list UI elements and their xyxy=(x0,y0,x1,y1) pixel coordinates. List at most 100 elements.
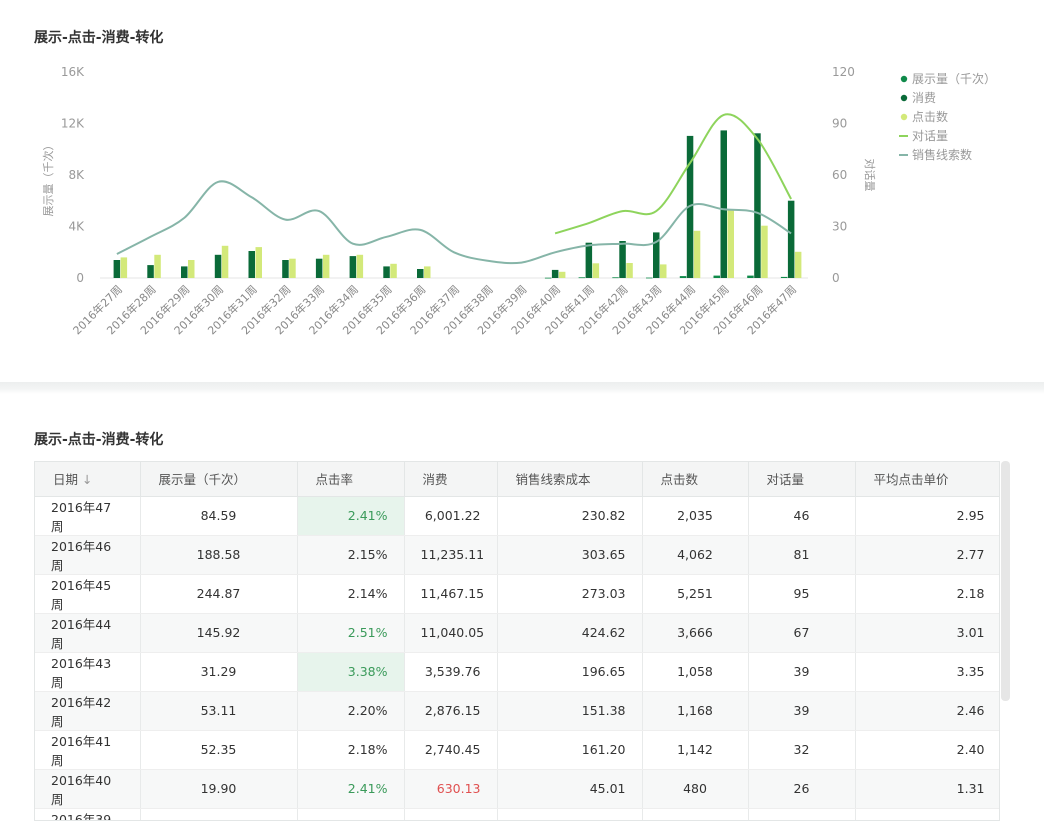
bar-clicks-19 xyxy=(761,225,768,278)
legend-label: 点击数 xyxy=(912,109,948,124)
table-cell: 2016年40周 xyxy=(35,769,141,809)
bar-spend-8 xyxy=(383,266,390,278)
table-cell: 145.92 xyxy=(140,613,298,653)
bar-clicks-17 xyxy=(693,230,701,278)
y-right-tick-label: 60 xyxy=(832,168,847,182)
table-cell: 6,001.22 xyxy=(404,496,498,536)
table-cell: -- xyxy=(404,808,498,820)
table-cell: 32 xyxy=(748,730,856,770)
y-tick-label: 16K xyxy=(61,65,85,79)
table-header-row: 日期 ↓ 展示量（千次） 点击率 消费 销售线索成本 点击数 对话量 平均点击单价 xyxy=(35,462,999,497)
table-row[interactable]: 2016年43周 31.29 3.38% 3,539.76 196.65 1,058 39 3… xyxy=(35,652,999,692)
table-cell: 11,467.15 xyxy=(404,574,498,614)
table-cell: 2.40 xyxy=(855,730,999,770)
bar-impressions-19 xyxy=(747,275,754,278)
bar-spend-3 xyxy=(214,254,222,278)
table-cell: 46 xyxy=(748,496,856,536)
table-cell: 95 xyxy=(748,574,856,614)
table-cell: 52.35 xyxy=(140,730,298,770)
column-header-ctr[interactable]: 点击率 xyxy=(297,462,405,497)
table-cell: -- xyxy=(297,808,405,820)
bar-clicks-13 xyxy=(558,271,566,278)
table-cell: 39 xyxy=(748,691,856,731)
bar-spend-13 xyxy=(551,269,559,278)
bar-impressions-13 xyxy=(544,277,552,279)
bar-spend-2 xyxy=(181,266,188,278)
bar-clicks-5 xyxy=(289,258,296,278)
table-cell: 2016年47周 xyxy=(35,496,141,536)
table-cell: 1,168 xyxy=(642,691,749,731)
table-cell: 3.35 xyxy=(855,652,999,692)
table-row[interactable]: 2016年39周-------------- xyxy=(35,808,999,820)
table-cell: 2.41% xyxy=(297,769,405,809)
column-header-impressions[interactable]: 展示量（千次） xyxy=(140,462,298,497)
y-right-tick-label: 90 xyxy=(832,117,847,131)
table-cell: 2,035 xyxy=(642,496,749,536)
table-row[interactable]: 2016年47周 84.59 2.41% 6,001.22 230.82 2,035 46 2… xyxy=(35,496,999,536)
legend-label: 展示量（千次） xyxy=(912,72,996,86)
table-cell: 2.14% xyxy=(297,574,405,614)
line-conversations xyxy=(554,113,792,235)
table-cell: 39 xyxy=(748,652,856,692)
legend-label: 销售线索数 xyxy=(912,147,972,162)
table-cell: -- xyxy=(748,808,856,820)
sort-down-icon[interactable]: ↓ xyxy=(82,472,93,488)
table-cell: 1,142 xyxy=(642,730,749,770)
column-header-avg-cpc[interactable]: 平均点击单价 xyxy=(855,462,999,497)
table-cell: 1,058 xyxy=(642,652,749,692)
bar-clicks-7 xyxy=(356,254,364,278)
y-tick-label: 12K xyxy=(61,117,85,131)
legend-dot-icon xyxy=(900,75,908,83)
table-row[interactable]: 2016年42周 53.11 2.20% 2,876.15 151.38 1,168 39 2… xyxy=(35,691,999,731)
table-cell: 11,040.05 xyxy=(404,613,498,653)
table-cell: 2016年45周 xyxy=(35,574,141,614)
bar-clicks-20 xyxy=(794,251,802,278)
table-row[interactable]: 2016年45周 244.87 2.14% 11,467.15 273.03 5,251 9… xyxy=(35,574,999,614)
table-cell: 19.90 xyxy=(140,769,298,809)
bar-clicks-8 xyxy=(390,263,397,278)
y-right-tick-label: 120 xyxy=(832,65,855,79)
table-row[interactable]: 2016年44周 145.92 2.51% 11,040.05 424.62 3,666 6… xyxy=(35,613,999,653)
bar-spend-19 xyxy=(754,133,761,278)
data-table-container[interactable]: 日期 ↓ 展示量（千次） 点击率 消费 销售线索成本 点击数 对话量 平均点击单价… xyxy=(34,461,1000,821)
bar-impressions-20 xyxy=(780,276,788,278)
column-header-clicks[interactable]: 点击数 xyxy=(642,462,749,497)
bar-clicks-18 xyxy=(727,210,734,278)
table-row[interactable]: 2016年46周 188.58 2.15% 11,235.11 303.65 4,062 8… xyxy=(35,535,999,575)
table-panel: 展示-点击-消费-转化 日期 ↓ 展示量（千次） 点击率 消费 销售线索成本 点击… xyxy=(0,394,1044,821)
bar-clicks-16 xyxy=(660,264,667,278)
legend-dot-icon xyxy=(900,113,908,121)
bar-spend-18 xyxy=(720,130,727,278)
table-cell: 2.95 xyxy=(855,496,999,536)
bar-clicks-3 xyxy=(221,245,229,278)
bar-clicks-0 xyxy=(120,257,128,278)
bar-spend-16 xyxy=(653,232,660,278)
table-cell: 3.01 xyxy=(855,613,999,653)
table-cell: 4,062 xyxy=(642,535,749,575)
column-header-lead-cost[interactable]: 销售线索成本 xyxy=(497,462,643,497)
data-table: 日期 ↓ 展示量（千次） 点击率 消费 销售线索成本 点击数 对话量 平均点击单价… xyxy=(35,462,999,820)
table-cell: 2.41% xyxy=(297,496,405,536)
column-header-spend[interactable]: 消费 xyxy=(404,462,498,497)
table-cell: 424.62 xyxy=(497,613,643,653)
column-header-conversations[interactable]: 对话量 xyxy=(748,462,856,497)
table-cell: 3.38% xyxy=(297,652,405,692)
y-axis-title: 展示量（千次） xyxy=(41,140,55,217)
table-cell: 630.13 xyxy=(404,769,498,809)
table-cell: 2,740.45 xyxy=(404,730,498,770)
table-scrollbar[interactable] xyxy=(1001,461,1010,701)
bar-spend-4 xyxy=(248,251,255,278)
column-header-date[interactable]: 日期 ↓ xyxy=(35,462,141,497)
table-row[interactable]: 2016年41周 52.35 2.18% 2,740.45 161.20 1,142 32 2… xyxy=(35,730,999,770)
table-cell: 2.51% xyxy=(297,613,405,653)
table-cell: -- xyxy=(855,808,999,820)
table-body: 2016年47周 84.59 2.41% 6,001.22 230.82 2,035 46 2… xyxy=(35,496,999,820)
table-cell: 2.20% xyxy=(297,691,405,731)
table-row[interactable]: 2016年40周 19.90 2.41% 630.13 45.01 480 26 1.31 xyxy=(35,769,999,809)
table-cell: 26 xyxy=(748,769,856,809)
chart-panel-title: 展示-点击-消费-转化 xyxy=(34,30,164,46)
chart-panel: 展示-点击-消费-转化 0 4K 8K 12K 16K 0 30 60 90 120 展示量（千次）… xyxy=(0,0,1044,382)
table-cell: 3,666 xyxy=(642,613,749,653)
bar-impressions-16 xyxy=(646,277,653,279)
